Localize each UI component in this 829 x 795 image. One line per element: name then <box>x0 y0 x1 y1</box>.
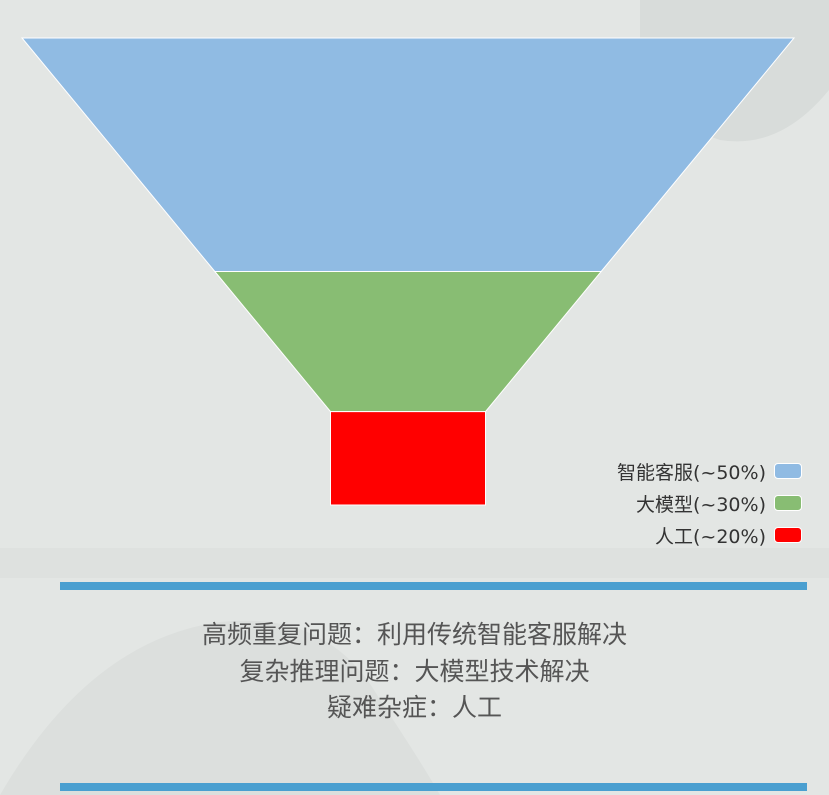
legend-item-human[interactable]: 人工(~20%) <box>655 524 802 548</box>
legend-label: 大模型(~30%) <box>636 493 766 516</box>
legend-swatch <box>774 495 802 511</box>
legend-swatch <box>774 527 802 543</box>
caption-line: 疑难杂症：人工 <box>326 693 502 722</box>
legend-item-large-model[interactable]: 大模型(~30%) <box>636 492 802 516</box>
chart-legend: 智能客服(~50%) 大模型(~30%) 人工(~20%) <box>617 460 802 548</box>
funnel-section-2[interactable] <box>213 271 603 413</box>
caption-line: 高频重复问题：利用传统智能客服解决 <box>201 620 627 649</box>
legend-label: 智能客服(~50%) <box>617 461 766 484</box>
caption-line: 复杂推理问题：大模型技术解决 <box>239 656 590 686</box>
accent-bar-bottom <box>60 783 807 791</box>
legend-label: 人工(~20%) <box>655 525 766 548</box>
caption: 高频重复问题：利用传统智能客服解决 复杂推理问题：大模型技术解决 疑难杂症：人工 <box>0 617 829 727</box>
legend-swatch <box>774 463 802 479</box>
funnel-section-3[interactable] <box>330 411 486 506</box>
legend-item-smart-service[interactable]: 智能客服(~50%) <box>617 460 802 484</box>
funnel-section-1[interactable] <box>20 37 796 272</box>
accent-bar-top <box>60 582 807 590</box>
funnel-chart <box>20 37 796 506</box>
